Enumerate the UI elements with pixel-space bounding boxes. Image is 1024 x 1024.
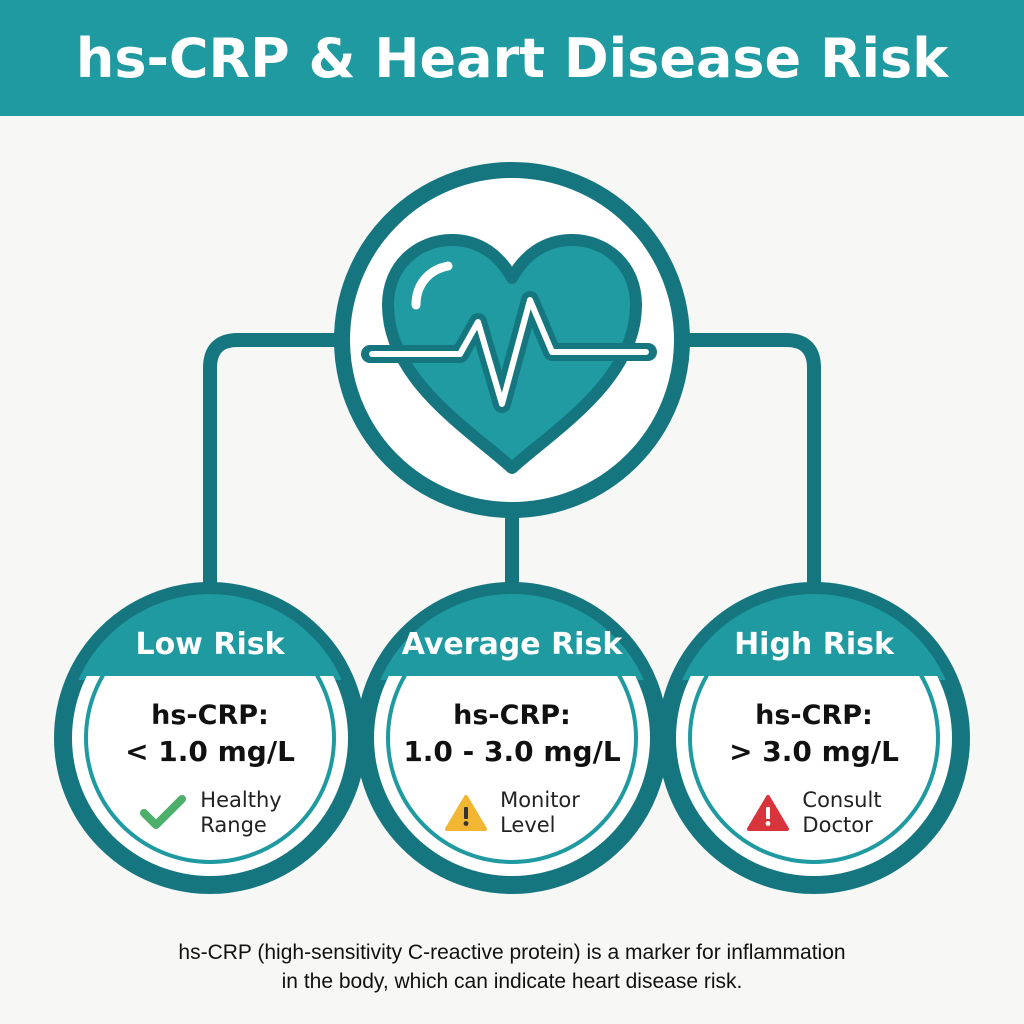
status-line1-low: Healthy bbox=[200, 788, 282, 812]
status-line1-average: Monitor bbox=[500, 788, 580, 812]
footer-note: hs-CRP (high-sensitivity C-reactive prot… bbox=[0, 938, 1024, 996]
footer-line-1: hs-CRP (high-sensitivity C-reactive prot… bbox=[178, 941, 846, 964]
connector-lines bbox=[203, 333, 821, 591]
footer-line-2: in the body, which can indicate heart di… bbox=[281, 970, 743, 993]
risk-title-low: Low Risk bbox=[135, 627, 285, 662]
header-banner: hs-CRP & Heart Disease Risk bbox=[0, 0, 1024, 116]
status-line2-low: Range bbox=[200, 813, 267, 837]
status-text-high: Consult Doctor bbox=[802, 788, 881, 838]
status-text-average: Monitor Level bbox=[500, 788, 580, 838]
status-line2-high: Doctor bbox=[802, 813, 873, 837]
risk-card-low bbox=[54, 582, 366, 894]
risk-card-high bbox=[658, 582, 970, 894]
crp-range-low: < 1.0 mg/L bbox=[125, 735, 295, 768]
connector-right bbox=[681, 333, 821, 589]
risk-title-high: High Risk bbox=[734, 627, 894, 662]
heart-badge bbox=[334, 162, 690, 518]
status-average: Monitor Level bbox=[362, 788, 662, 838]
status-line1-high: Consult bbox=[802, 788, 882, 812]
warning-icon bbox=[445, 795, 488, 831]
crp-label-average: hs-CRP: bbox=[453, 700, 571, 731]
status-line2-average: Level bbox=[500, 813, 556, 837]
status-text-low: Healthy Range bbox=[200, 788, 281, 838]
crp-label-high: hs-CRP: bbox=[755, 700, 873, 731]
crp-range-average: 1.0 - 3.0 mg/L bbox=[403, 735, 621, 768]
status-low: Healthy Range bbox=[60, 788, 360, 838]
page-title: hs-CRP & Heart Disease Risk bbox=[75, 26, 949, 90]
heart-shine-icon bbox=[411, 261, 453, 310]
connector-left bbox=[203, 333, 347, 589]
risk-title-average: Average Risk bbox=[401, 627, 623, 662]
alert-icon bbox=[747, 795, 790, 831]
crp-range-high: > 3.0 mg/L bbox=[729, 735, 899, 768]
crp-label-low: hs-CRP: bbox=[151, 700, 269, 731]
status-high: Consult Doctor bbox=[664, 788, 964, 838]
check-icon bbox=[140, 795, 187, 829]
